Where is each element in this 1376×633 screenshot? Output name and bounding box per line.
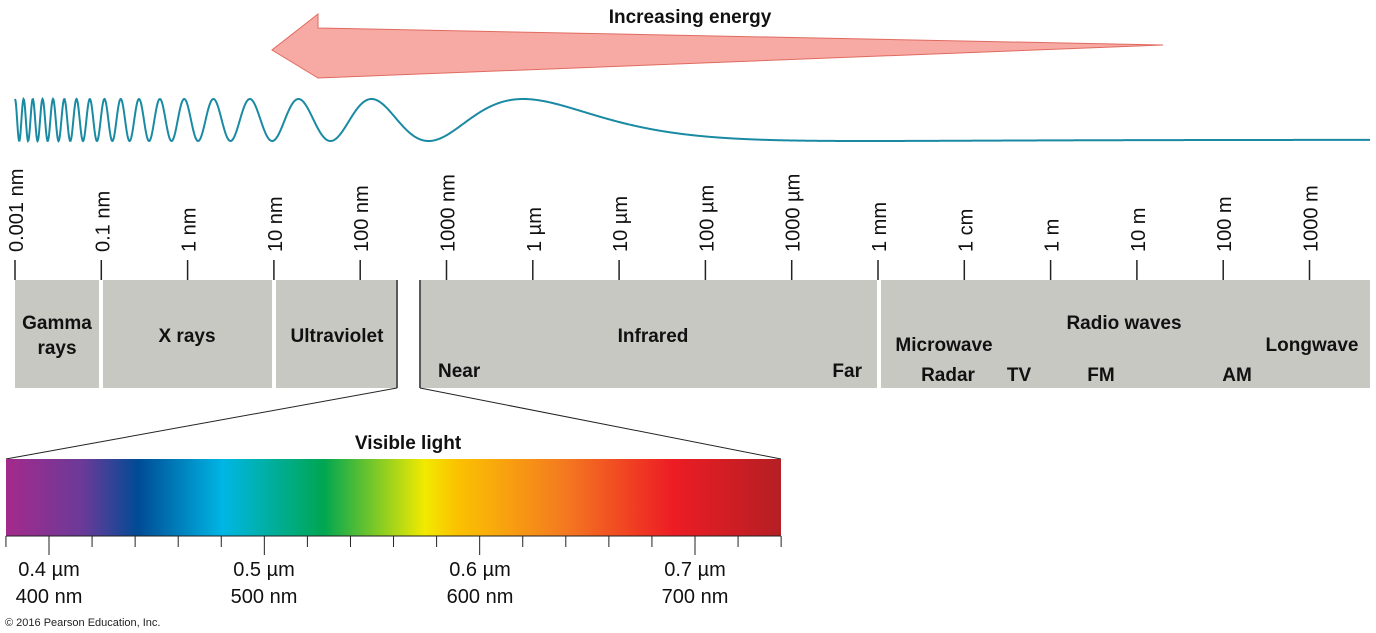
band-gamma <box>15 280 99 388</box>
energy-arrow <box>271 12 1164 79</box>
visible-light-title: Visible light <box>355 433 462 454</box>
scale-label: 10 µm <box>610 196 632 252</box>
label-tv: TV <box>1007 365 1032 386</box>
scale-label: 1 m <box>1042 219 1064 252</box>
scale-label: 1 µm <box>524 207 546 252</box>
zoom-line-right <box>419 387 782 460</box>
wave-line <box>14 96 1370 144</box>
scale-label: 100 µm <box>696 185 718 252</box>
scale-label: 1000 µm <box>783 174 805 252</box>
visible-label-um: 0.5 µm <box>233 559 295 581</box>
visible-label-nm: 700 nm <box>662 586 729 608</box>
label-xrays: X rays <box>158 326 215 347</box>
band-ultraviolet <box>276 280 396 388</box>
scale-label: 1 cm <box>955 209 977 252</box>
scale-label: 10 m <box>1128 208 1150 252</box>
label-gamma-line1: Gamma <box>22 313 92 334</box>
label-microwave: Microwave <box>895 335 992 356</box>
energy-label: Increasing energy <box>609 7 772 28</box>
visible-label-nm: 600 nm <box>447 586 514 608</box>
zoom-line-left <box>5 387 398 460</box>
visible-label-nm: 400 nm <box>16 586 83 608</box>
visible-axis <box>5 535 782 555</box>
label-ultraviolet: Ultraviolet <box>291 326 385 347</box>
visible-label-um: 0.6 µm <box>449 559 511 581</box>
scale-label: 10 nm <box>265 196 287 252</box>
label-am: AM <box>1222 365 1252 386</box>
scale-label: 0.001 nm <box>6 169 28 252</box>
label-infrared: Infrared <box>618 326 689 347</box>
band-xrays <box>103 280 272 388</box>
label-gamma-line2: rays <box>37 338 76 359</box>
copyright: © 2016 Pearson Education, Inc. <box>5 617 160 629</box>
scale-label: 1 mm <box>869 202 891 252</box>
band-infrared <box>421 280 877 388</box>
visible-label-um: 0.7 µm <box>664 559 726 581</box>
label-fm: FM <box>1087 365 1114 386</box>
scale-label: 1000 m <box>1301 185 1323 252</box>
label-longwave: Longwave <box>1266 335 1359 356</box>
visible-label-nm: 500 nm <box>231 586 298 608</box>
band-radio <box>881 280 1370 388</box>
scale-label: 1000 nm <box>438 174 460 252</box>
visible-label-um: 0.4 µm <box>18 559 80 581</box>
label-near: Near <box>438 361 481 382</box>
scale-label: 0.1 nm <box>92 191 114 252</box>
label-far: Far <box>832 361 862 382</box>
scale-label: 100 nm <box>351 185 373 252</box>
scale-label: 100 m <box>1214 196 1236 252</box>
scale-label: 1 nm <box>179 208 201 252</box>
visible-spectrum-bar <box>6 459 781 536</box>
wavelength-scale: 0.001 nm 0.1 nm 1 nm 10 nm 100 nm 1000 nm 1 µm… <box>6 169 1323 280</box>
label-radar: Radar <box>921 365 975 386</box>
label-radio-waves: Radio waves <box>1066 313 1181 334</box>
